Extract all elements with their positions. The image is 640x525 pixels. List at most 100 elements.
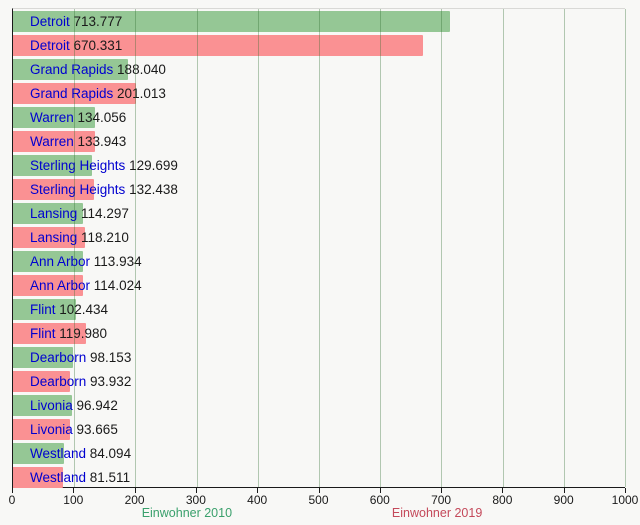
- bar-value: 119.980: [55, 326, 108, 341]
- bar-flint-series0: Flint 102.434: [13, 299, 108, 320]
- bar-label: Ann Arbor 113.934: [13, 251, 142, 272]
- bar-city-name: Westland: [30, 446, 87, 461]
- bar-detroit-series0: Detroit 713.777: [13, 11, 450, 32]
- bar-city-name: Detroit: [30, 14, 70, 29]
- bar-city-name: Westland: [30, 470, 87, 485]
- bar-value: 132.438: [125, 182, 178, 197]
- bar-label: Sterling Heights 129.699: [13, 155, 178, 176]
- bar-label: Lansing 114.297: [13, 203, 129, 224]
- bar-label: Grand Rapids 188.040: [13, 59, 166, 80]
- legend-label-2010: Einwohner 2010: [141, 506, 233, 520]
- bar-label: Livonia 93.665: [13, 419, 118, 440]
- x-tick-label-200: 200: [124, 493, 145, 507]
- x-tick-label-700: 700: [431, 493, 452, 507]
- bar-value: 93.665: [72, 422, 118, 437]
- x-tick-label-100: 100: [63, 493, 84, 507]
- x-tick-800: [502, 488, 504, 493]
- bar-ann-arbor-series0: Ann Arbor 113.934: [13, 251, 142, 272]
- bar-value: 114.024: [90, 278, 142, 293]
- bar-city-name: Grand Rapids: [30, 86, 114, 101]
- bar-value: 188.040: [113, 62, 166, 77]
- bar-value: 118.210: [77, 230, 129, 245]
- bar-value: 129.699: [125, 158, 178, 173]
- bar-label: Flint 119.980: [13, 323, 107, 344]
- bar-warren-series0: Warren 134.056: [13, 107, 126, 128]
- x-tick-600: [379, 488, 381, 493]
- x-axis-ticks: [12, 488, 626, 494]
- bar-label: Lansing 118.210: [13, 227, 129, 248]
- bar-city-name: Livonia: [30, 422, 73, 437]
- bar-city-name: Flint: [30, 326, 56, 341]
- bar-label: Westland 81.511: [13, 467, 130, 488]
- bar-label: Grand Rapids 201.013: [13, 83, 166, 104]
- bar-label: Warren 133.943: [13, 131, 126, 152]
- x-tick-400: [257, 488, 259, 493]
- bar-label: Sterling Heights 132.438: [13, 179, 178, 200]
- x-tick-label-600: 600: [369, 493, 390, 507]
- bar-city-name: Flint: [30, 302, 56, 317]
- bar-city-name: Grand Rapids: [30, 62, 114, 77]
- bar-livonia-series1: Livonia 93.665: [13, 419, 118, 440]
- x-tick-1000: [625, 488, 626, 493]
- legend-label-2019: Einwohner 2019: [391, 506, 483, 520]
- bar-city-name: Sterling Heights: [30, 182, 126, 197]
- bar-warren-series1: Warren 133.943: [13, 131, 126, 152]
- bar-value: 81.511: [86, 470, 131, 485]
- bar-value: 201.013: [113, 86, 166, 101]
- bar-city-name: Warren: [30, 134, 74, 149]
- bar-value: 670.331: [69, 38, 123, 53]
- gridline-1000: [625, 9, 626, 487]
- bar-city-name: Lansing: [30, 230, 78, 245]
- bar-value: 113.934: [90, 254, 142, 269]
- bar-livonia-series0: Livonia 96.942: [13, 395, 118, 416]
- bar-city-name: Dearborn: [30, 374, 87, 389]
- bar-lansing-series1: Lansing 118.210: [13, 227, 129, 248]
- bar-label: Livonia 96.942: [13, 395, 118, 416]
- bar-value: 98.153: [86, 350, 132, 365]
- bar-dearborn-series0: Dearborn 98.153: [13, 347, 131, 368]
- bar-dearborn-series1: Dearborn 93.932: [13, 371, 131, 392]
- bar-value: 102.434: [55, 302, 109, 317]
- bar-city-name: Ann Arbor: [30, 254, 91, 269]
- bar-city-name: Livonia: [30, 398, 73, 413]
- bar-detroit-series1: Detroit 670.331: [13, 35, 424, 56]
- bar-label: Westland 84.094: [13, 443, 131, 464]
- x-tick-label-800: 800: [492, 493, 513, 507]
- bar-westland-series1: Westland 81.511: [13, 467, 130, 488]
- axis-legend: Einwohner 2010 Einwohner 2019: [0, 506, 640, 522]
- bar-label: Detroit 713.777: [13, 11, 122, 32]
- x-tick-label-900: 900: [553, 493, 574, 507]
- bar-value: 114.297: [77, 206, 129, 221]
- x-tick-label-300: 300: [185, 493, 206, 507]
- bar-city-name: Detroit: [30, 38, 70, 53]
- bar-westland-series0: Westland 84.094: [13, 443, 131, 464]
- x-tick-0: [12, 488, 13, 493]
- bar-city-name: Sterling Heights: [30, 158, 126, 173]
- bar-value: 84.094: [86, 446, 132, 461]
- x-tick-label-400: 400: [247, 493, 268, 507]
- plot-area: Detroit 713.777 Detroit 670.331 Grand Rapi…: [12, 8, 626, 488]
- bar-label: Ann Arbor 114.024: [13, 275, 142, 296]
- x-tick-500: [318, 488, 320, 493]
- bar-value: 133.943: [73, 134, 127, 149]
- bar-label: Dearborn 98.153: [13, 347, 131, 368]
- bar-sterling-heights-series1: Sterling Heights 132.438: [13, 179, 178, 200]
- bar-value: 93.932: [86, 374, 132, 389]
- x-tick-100: [73, 488, 75, 493]
- bars-container: Detroit 713.777 Detroit 670.331 Grand Rapi…: [13, 9, 625, 488]
- x-tick-label-0: 0: [8, 493, 16, 507]
- bar-grand-rapids-series0: Grand Rapids 188.040: [13, 59, 166, 80]
- x-tick-200: [134, 488, 136, 493]
- bar-value: 134.056: [73, 110, 127, 125]
- bar-sterling-heights-series0: Sterling Heights 129.699: [13, 155, 178, 176]
- bar-label: Dearborn 93.932: [13, 371, 131, 392]
- x-tick-300: [195, 488, 197, 493]
- x-tick-900: [563, 488, 565, 493]
- x-tick-label-500: 500: [308, 493, 329, 507]
- bar-city-name: Lansing: [30, 206, 78, 221]
- x-tick-label-1000: 1000: [611, 493, 639, 507]
- bar-flint-series1: Flint 119.980: [13, 323, 107, 344]
- bar-city-name: Dearborn: [30, 350, 87, 365]
- x-tick-700: [441, 488, 443, 493]
- bar-label: Flint 102.434: [13, 299, 108, 320]
